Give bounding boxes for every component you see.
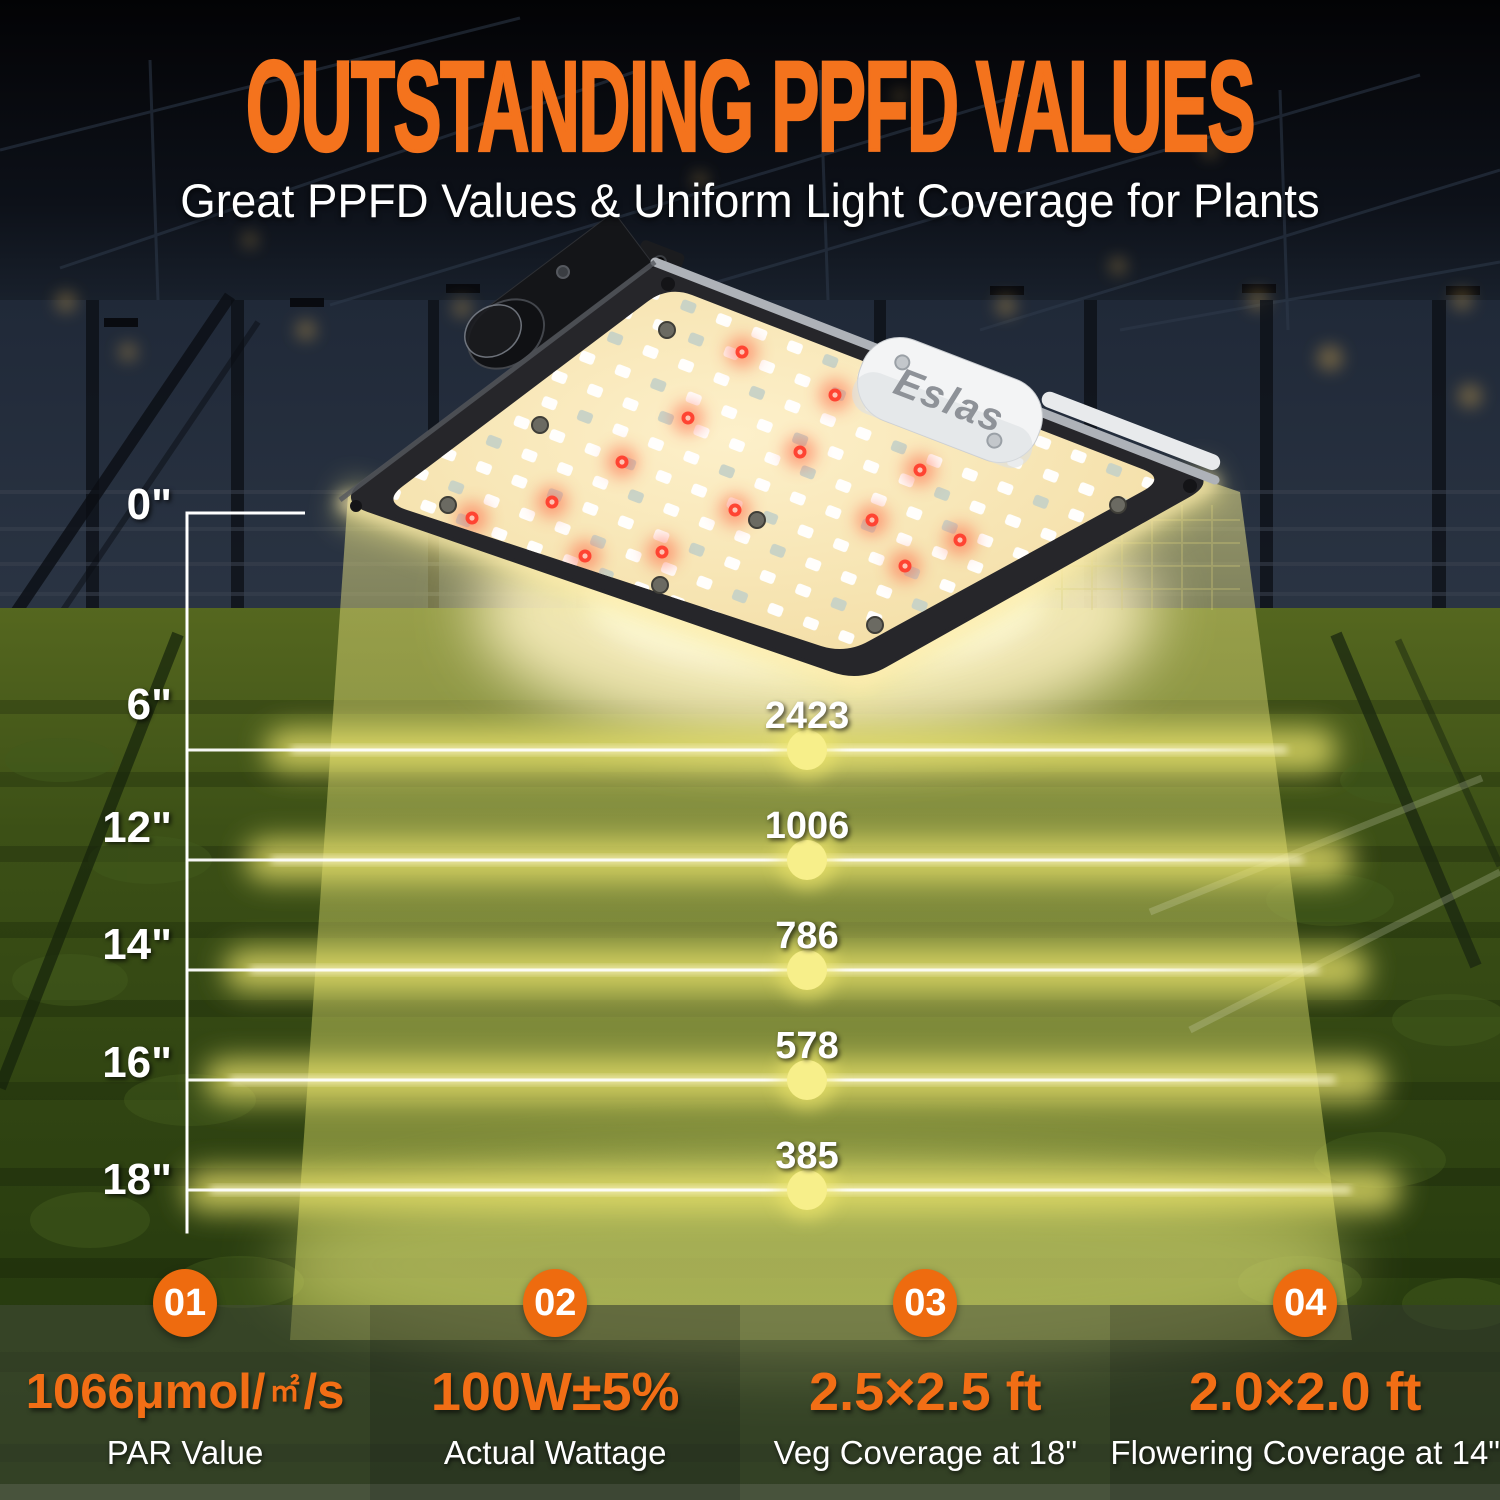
grow-light-fixture: Eslas	[333, 213, 1225, 702]
stat-card-flowering-coverage: 04 2.0×2.0 ft Flowering Coverage at 14"	[1110, 1269, 1500, 1500]
spec-stats-row: 01 1066μmol/㎡/s PAR Value 02 100W±5% Act…	[0, 1269, 1500, 1500]
stat-card-par-value: 01 1066μmol/㎡/s PAR Value	[0, 1269, 371, 1500]
ruler	[185, 511, 305, 1234]
ppfd-dot	[787, 1170, 827, 1210]
distance-label-0in: 0"	[126, 480, 172, 529]
stat-badge: 03	[893, 1269, 958, 1337]
corner-holes	[350, 277, 1197, 512]
stat-value: 2.0×2.0 ft	[1188, 1362, 1422, 1422]
ppfd-reading-18in: 385	[775, 1135, 839, 1177]
stat-value: 2.5×2.5 ft	[809, 1362, 1042, 1422]
stat-badge: 01	[153, 1269, 218, 1337]
stat-label: Veg Coverage at 18"	[773, 1434, 1078, 1471]
brand-nameplate: Eslas	[852, 336, 1221, 471]
ppfd-dot	[787, 730, 827, 770]
stat-label: PAR Value	[106, 1434, 264, 1471]
ppfd-dot	[787, 950, 827, 990]
board-screws	[439, 321, 1127, 634]
ceiling-truss	[0, 16, 1500, 332]
ppfd-reading-14in: 786	[775, 915, 839, 957]
distance-label-14in: 14"	[102, 920, 172, 969]
stat-value: 100W±5%	[430, 1362, 680, 1422]
stat-badge: 02	[523, 1269, 588, 1337]
stat-label: Actual Wattage	[443, 1434, 667, 1471]
page-subtitle: Great PPFD Values & Uniform Light Covera…	[180, 174, 1320, 227]
stat-badge: 04	[1273, 1269, 1338, 1337]
stat-label: Flowering Coverage at 14"	[1110, 1434, 1500, 1471]
ppfd-dot	[787, 1060, 827, 1100]
red-leds	[456, 336, 976, 582]
ppfd-reading-12in: 1006	[764, 805, 850, 847]
distance-label-12in: 12"	[102, 803, 172, 852]
stat-card-veg-coverage: 03 2.5×2.5 ft Veg Coverage at 18"	[740, 1269, 1111, 1500]
page-title: OUTSTANDING PPFD VALUES	[245, 34, 1256, 181]
ambient-grow-lights	[56, 90, 1482, 408]
ppfd-glow-lines	[184, 511, 1401, 1234]
ppfd-reading-16in: 578	[775, 1025, 839, 1067]
measure-hairlines	[187, 748, 1341, 1192]
distance-label-18in: 18"	[102, 1155, 172, 1204]
distance-label-6in: 6"	[126, 680, 172, 729]
ppfd-reading-6in: 2423	[764, 695, 850, 737]
ppfd-dot	[787, 840, 827, 880]
stat-card-actual-wattage: 02 100W±5% Actual Wattage	[370, 1269, 741, 1500]
stat-value: 1066μmol/㎡/s	[25, 1365, 345, 1419]
distance-label-16in: 16"	[102, 1038, 172, 1087]
ppfd-dots	[777, 720, 837, 1220]
